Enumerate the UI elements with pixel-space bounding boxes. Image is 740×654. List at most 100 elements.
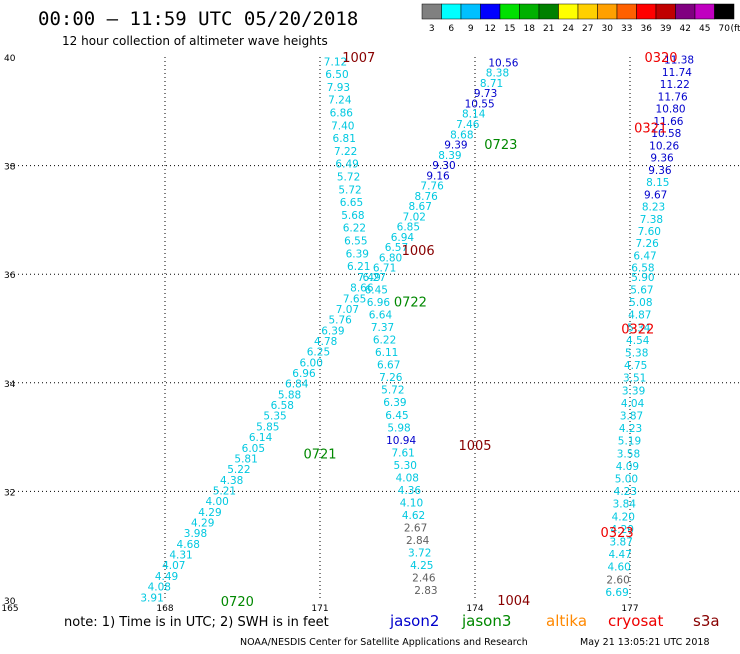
swh-point: 3.91 [140,592,163,604]
swh-point: 5.38 [625,348,648,360]
legend-swatch-45 [695,4,715,19]
swh-point: 11.22 [660,79,690,91]
swh-point: 4.10 [400,497,423,509]
swh-point: 9.36 [650,153,674,165]
swh-point: 5.72 [337,171,360,183]
swh-point: 4.36 [398,485,422,497]
y-tick-38: 38 [4,163,16,173]
pass-label-0723: 0723 [484,138,517,153]
swh-point: 5.08 [629,297,652,309]
legend-swatch-21 [539,4,559,19]
satellite-cryosat: cryosat [608,612,663,630]
satellite-s3a: s3a [693,612,720,630]
legend-label-70: 70 [719,24,731,34]
swh-point: 5.72 [381,385,404,397]
legend-label-15: 15 [504,24,515,34]
swh-point: 4.23 [619,423,642,435]
swh-point: 6.45 [385,410,408,422]
swh-point: 6.50 [325,69,348,81]
swh-point: 3.87 [620,410,643,422]
swh-point: 2.83 [414,585,437,597]
swh-point: 5.67 [630,285,653,297]
legend-swatch-27 [578,4,598,19]
swh-point: 6.49 [335,159,358,171]
y-tick-34: 34 [4,380,16,390]
swh-point: 7.24 [328,95,352,107]
swh-point: 5.00 [615,473,638,485]
swh-point: 10.94 [386,435,416,447]
swh-point: 11.76 [658,91,688,103]
pass-label-0321: 0321 [634,122,667,137]
swh-point: 4.60 [607,562,630,574]
legend-label-18: 18 [524,24,536,34]
swh-point: 6.67 [377,360,400,372]
legend-label-42: 42 [680,24,691,34]
pass-label-1007: 1007 [342,51,375,66]
swh-point: 6.39 [383,397,406,409]
legend-label-33: 33 [621,24,632,34]
legend-label-6: 6 [448,24,454,34]
pass-label-0320: 0320 [644,51,677,66]
swh-point: 7.26 [379,372,403,384]
y-tick-40: 40 [4,54,16,64]
swh-point: 6.11 [375,347,398,359]
swh-point: 7.26 [635,238,659,250]
pass-label-1006: 1006 [402,244,435,259]
legend-swatch-15 [500,4,520,19]
satellite-jason3: jason3 [461,612,511,630]
legend-swatch-42 [676,4,696,19]
legend-swatch-39 [656,4,676,19]
legend-swatch-30 [598,4,618,19]
swh-point: 6.81 [333,133,356,145]
pass-label-0323: 0323 [601,526,634,541]
legend-swatch-12 [481,4,501,19]
swh-point: 10.80 [656,104,686,116]
swh-point: 8.15 [646,177,669,189]
legend-swatch-36 [637,4,657,19]
footer-source: NOAA/NESDIS Center for Satellite Applica… [240,637,528,648]
swh-point: 2.84 [406,535,430,547]
swh-point: 5.72 [338,184,361,196]
note-text: note: 1) Time is in UTC; 2) SWH is in fe… [64,615,329,630]
swh-point: 2.60 [606,574,629,586]
swh-point: 5.19 [618,436,641,448]
swh-point: 6.96 [367,297,391,309]
swh-point: 5.90 [631,272,654,284]
pass-label-1005: 1005 [458,439,491,454]
legend-label-9: 9 [468,24,474,34]
swh-point: 6.69 [605,587,628,599]
legend-swatch-9 [461,4,481,19]
legend-label-21: 21 [543,24,554,34]
x-tick-168: 168 [156,604,173,614]
swh-point: 3.51 [623,373,646,385]
swh-point: 6.86 [330,108,354,120]
legend-label-3: 3 [429,24,435,34]
legend-label-45: 45 [699,24,710,34]
swh-point: 6.22 [343,223,366,235]
swh-point: 7.38 [640,214,663,226]
y-tick-32: 32 [4,488,15,498]
pass-label-0322: 0322 [621,323,654,338]
swh-point: 7.61 [391,447,414,459]
swh-point: 4.08 [396,472,419,484]
swh-point: 5.98 [387,422,410,434]
legend-swatch-18 [520,4,540,19]
swh-point: 4.25 [410,560,433,572]
swh-point: 5.68 [341,210,364,222]
legend-label-36: 36 [641,24,653,34]
chart-subtitle: 12 hour collection of altimeter wave hei… [62,34,328,48]
swh-point: 6.55 [344,235,367,247]
swh-point: 4.62 [402,510,425,522]
swh-point: 3.39 [622,385,645,397]
legend-swatch-3 [422,4,442,19]
swh-point: 4.87 [628,310,651,322]
swh-point: 11.74 [662,67,692,79]
swh-point: 6.39 [346,248,369,260]
y-tick-36: 36 [4,271,16,281]
legend-label-27: 27 [582,24,593,34]
pass-label-1004: 1004 [497,594,530,609]
